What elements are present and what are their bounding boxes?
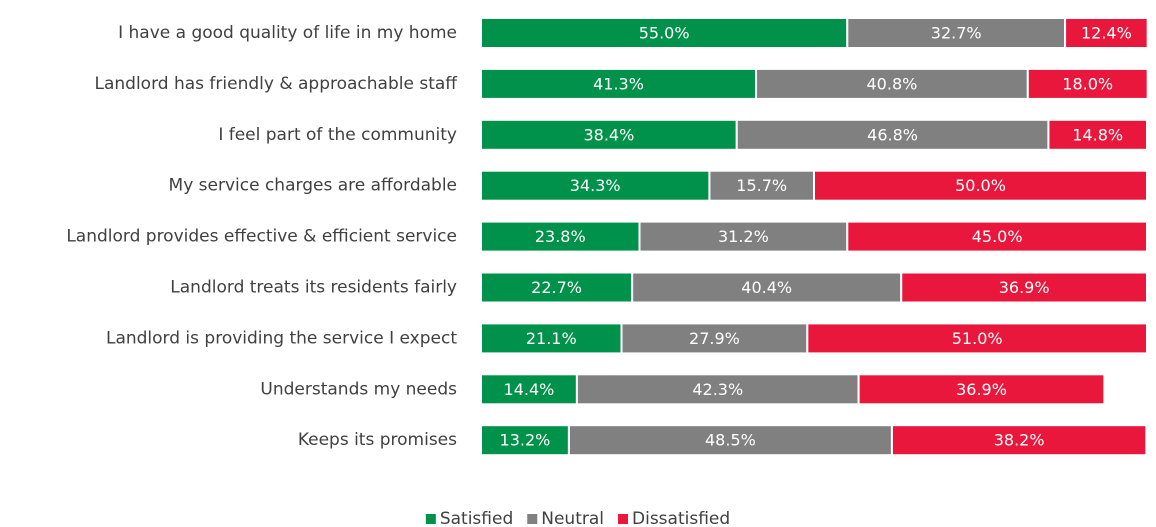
data-label: 31.2%: [718, 227, 769, 246]
data-label: 38.2%: [994, 431, 1045, 450]
bar-segment: [846, 17, 1067, 49]
data-label: 23.8%: [535, 227, 586, 246]
category-label: My service charges are affordable: [169, 176, 457, 196]
bar-segment: [1064, 17, 1149, 49]
data-label: 55.0%: [639, 24, 690, 43]
bar-segment: [480, 17, 849, 49]
bar-segment: [480, 424, 570, 457]
bar-segment: [813, 169, 1148, 202]
legend-label: Neutral: [541, 509, 604, 527]
data-label: 45.0%: [972, 227, 1023, 246]
category-label: Landlord provides effective & efficient …: [66, 227, 457, 247]
category-label: Landlord treats its residents fairly: [170, 278, 457, 298]
data-label: 40.8%: [867, 74, 918, 93]
data-label: 18.0%: [1062, 74, 1113, 93]
data-label: 14.4%: [504, 380, 555, 399]
legend-swatch: [618, 514, 629, 524]
bar-segment: [806, 322, 1149, 355]
data-label: 51.0%: [952, 329, 1003, 348]
category-label: Keeps its promises: [298, 430, 457, 450]
data-label: 40.4%: [741, 278, 792, 297]
bar-segment: [620, 322, 809, 355]
category-label: Landlord has friendly & approachable sta…: [95, 74, 459, 94]
bar-segment: [638, 220, 849, 253]
data-label: 48.5%: [705, 431, 756, 450]
bar-segment: [631, 271, 903, 304]
bar-segment: [480, 322, 623, 355]
data-label: 36.9%: [956, 380, 1007, 399]
bar-segment: [480, 118, 738, 151]
data-label: 22.7%: [531, 278, 582, 297]
bar-segment: [1026, 67, 1149, 100]
data-label: 34.3%: [570, 176, 621, 195]
legend: Satisfied Neutral Dissatisfied: [425, 509, 730, 527]
legend-label: Satisfied: [440, 509, 513, 527]
bar-segment: [480, 220, 641, 253]
data-label: 13.2%: [500, 431, 551, 450]
bar-segment: [1047, 118, 1149, 151]
category-label: I have a good quality of life in my home: [118, 23, 457, 43]
data-label: 38.4%: [583, 125, 634, 144]
data-label: 32.7%: [931, 24, 982, 43]
bar-segment: [480, 373, 578, 406]
data-label: 14.8%: [1072, 125, 1123, 144]
category-label: I feel part of the community: [218, 125, 457, 145]
bar-segment: [900, 271, 1148, 304]
bar-segment: [890, 424, 1148, 457]
data-label: 21.1%: [526, 329, 577, 348]
data-label: 15.7%: [736, 176, 787, 195]
bar-segment: [575, 373, 860, 406]
bar-segment: [480, 169, 711, 202]
bar-segment: [755, 67, 1029, 100]
category-label: Landlord is providing the service I expe…: [106, 328, 457, 348]
bar-segment: [857, 373, 1106, 406]
bar-segment: [480, 271, 634, 304]
data-label: 46.8%: [867, 125, 918, 144]
bar-segment: [735, 118, 1050, 151]
data-label: 42.3%: [692, 380, 743, 399]
data-label: 36.9%: [999, 278, 1050, 297]
data-label: 12.4%: [1081, 24, 1132, 43]
legend-swatch: [425, 514, 436, 524]
category-label: Understands my needs: [260, 379, 457, 399]
legend-label: Dissatisfied: [632, 509, 730, 527]
bar-segment: [846, 220, 1148, 253]
legend-swatch: [527, 514, 538, 524]
data-label: 27.9%: [689, 329, 740, 348]
data-label: 41.3%: [593, 74, 644, 93]
data-label: 50.0%: [955, 176, 1006, 195]
